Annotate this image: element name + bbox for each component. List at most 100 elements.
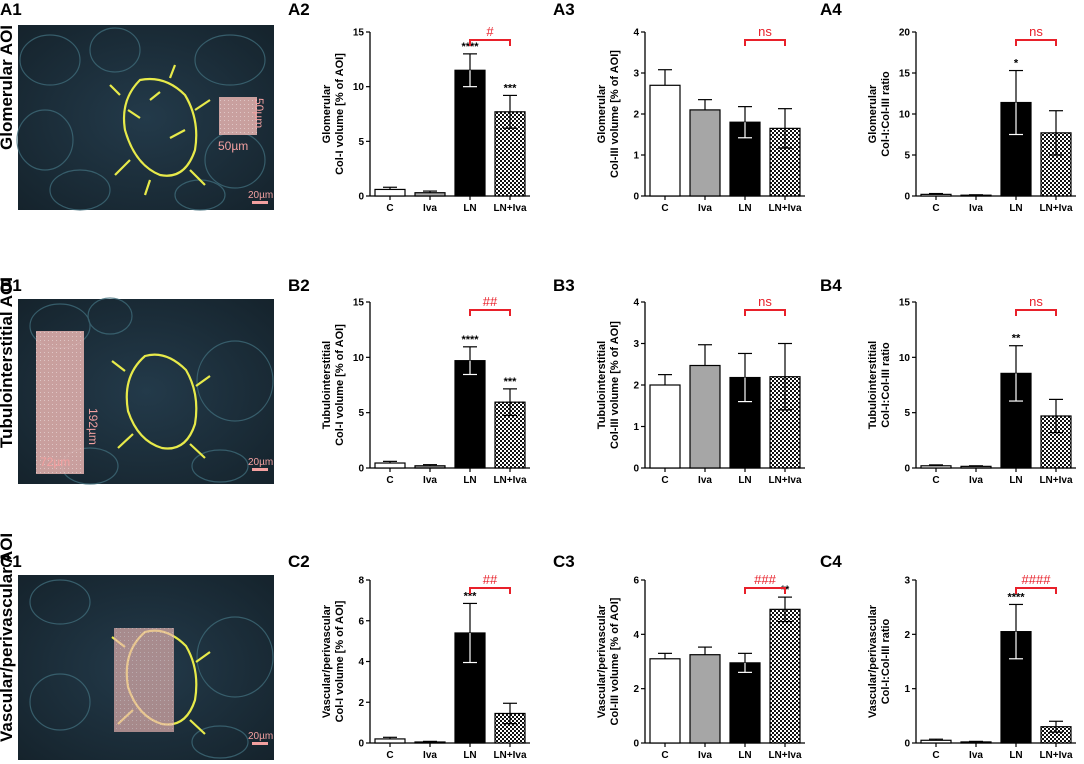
y-tick-label: 0: [633, 192, 639, 203]
scale-bar: [252, 742, 268, 745]
image-panel-a1: A1 Glomerular AOI 50µm 50µm 20µm: [0, 0, 274, 211]
panel-label: A2: [288, 0, 310, 19]
panel-label: B3: [553, 276, 575, 295]
significance-label: ##: [483, 572, 498, 587]
y-tick-label: 0: [633, 464, 639, 475]
chart-c3: C3 Vascular/perivascular Col-III volume [%…: [553, 552, 805, 761]
significance-bracket: [744, 587, 786, 594]
x-tick-label: Iva: [698, 203, 712, 214]
significance-bracket: [744, 39, 786, 46]
aoi-roi: [114, 628, 174, 732]
y-axis-title: Vascular/perivascular: [321, 604, 333, 718]
x-tick-label: LN+Iva: [1039, 203, 1073, 214]
x-tick-label: LN+Iva: [768, 750, 802, 761]
y-tick-label: 0: [633, 739, 639, 750]
significance-bracket: [469, 587, 511, 594]
y-tick-label: 0: [904, 739, 910, 750]
bar: [960, 465, 992, 469]
y-tick-label: 0: [904, 464, 910, 475]
x-tick-label: LN: [1009, 475, 1022, 486]
x-tick-label: LN: [1009, 203, 1022, 214]
bar: [689, 109, 721, 197]
scale-bar-label: 20µm: [248, 190, 273, 201]
bar: [374, 462, 406, 469]
bar: [920, 739, 952, 744]
y-axis-title: Col-I volume [% of AOI]: [334, 600, 346, 722]
bar: [454, 360, 486, 469]
panel-label: B1: [0, 276, 22, 295]
chart-b4: B4 Tubulointerstitial Col-I:Col-III ratio 0…: [820, 276, 1076, 486]
bar: [414, 192, 446, 197]
x-tick-label: Iva: [969, 203, 983, 214]
x-tick-label: C: [932, 750, 939, 761]
roi-dimension-label: 72µm: [40, 455, 70, 469]
x-tick-label: Iva: [969, 750, 983, 761]
y-axis-title: Glomerular: [867, 84, 879, 143]
chart-c2: C2 Vascular/perivascular Col-I volume [% o…: [288, 552, 530, 761]
y-axis-title: Col-I:Col-III ratio: [880, 71, 892, 157]
bar: [374, 188, 406, 197]
significance-label: ###: [754, 572, 776, 587]
y-tick-label: 6: [358, 616, 364, 627]
roi-dimension-label: 50µm: [252, 98, 266, 128]
y-tick-label: 4: [358, 657, 364, 668]
significance-stars: ****: [461, 41, 479, 53]
panel-label: C4: [820, 552, 842, 571]
bar: [454, 69, 486, 197]
x-tick-label: Iva: [423, 203, 437, 214]
x-tick-label: LN: [738, 475, 751, 486]
y-tick-label: 10: [899, 353, 911, 364]
bar: [920, 193, 952, 197]
panel-label: B4: [820, 276, 842, 295]
image-side-label: Glomerular AOI: [0, 25, 16, 150]
x-tick-label: Iva: [969, 475, 983, 486]
y-axis-title: Col-I volume [% of AOI]: [334, 324, 346, 446]
y-tick-label: 10: [353, 82, 365, 93]
x-tick-label: LN+Iva: [768, 475, 802, 486]
x-tick-label: LN: [463, 475, 476, 486]
x-tick-label: LN+Iva: [493, 203, 527, 214]
bar: [689, 364, 721, 469]
y-tick-label: 6: [633, 576, 639, 587]
significance-label: ns: [1029, 24, 1043, 39]
bar: [960, 741, 992, 744]
aoi-roi: [219, 97, 257, 135]
image-panel-c1: C1 Vascular/perivascular AOI 20µm: [0, 533, 274, 760]
x-tick-label: LN: [738, 203, 751, 214]
y-tick-label: 15: [353, 28, 365, 39]
significance-label: ns: [758, 24, 772, 39]
x-tick-label: Iva: [423, 475, 437, 486]
x-tick-label: LN+Iva: [1039, 750, 1073, 761]
significance-stars: ***: [464, 590, 478, 602]
panel-label: C2: [288, 552, 310, 571]
y-axis-title: Col-I volume [% of AOI]: [334, 53, 346, 175]
x-tick-label: C: [661, 203, 668, 214]
chart-c4: C4 Vascular/perivascular Col-I:Col-III rat…: [820, 552, 1076, 761]
bar: [729, 662, 761, 744]
micrograph: 20µm: [18, 575, 274, 760]
y-tick-label: 2: [904, 630, 910, 641]
bar: [414, 741, 446, 744]
panel-label: A4: [820, 0, 842, 19]
y-tick-label: 2: [633, 381, 639, 392]
image-side-label: Tubulointerstitial AOI: [0, 277, 16, 448]
y-axis-title: Col-III volume [% of AOI]: [609, 50, 621, 178]
y-tick-label: 8: [358, 576, 364, 587]
significance-label: #: [486, 24, 494, 39]
x-tick-label: Iva: [698, 750, 712, 761]
y-tick-label: 15: [899, 69, 911, 80]
x-tick-label: Iva: [423, 750, 437, 761]
bar: [649, 384, 681, 469]
x-tick-label: LN: [463, 750, 476, 761]
y-tick-label: 1: [904, 684, 910, 695]
bar: [649, 658, 681, 744]
bar: [374, 738, 406, 744]
significance-label: ##: [483, 294, 498, 309]
scale-bar-label: 20µm: [248, 731, 273, 742]
y-axis-title: Glomerular: [596, 84, 608, 143]
x-tick-label: C: [386, 203, 393, 214]
significance-stars: ***: [504, 82, 518, 94]
y-tick-label: 2: [633, 110, 639, 121]
y-axis-title: Tubulointerstitial: [867, 341, 879, 429]
bar: [920, 465, 952, 469]
